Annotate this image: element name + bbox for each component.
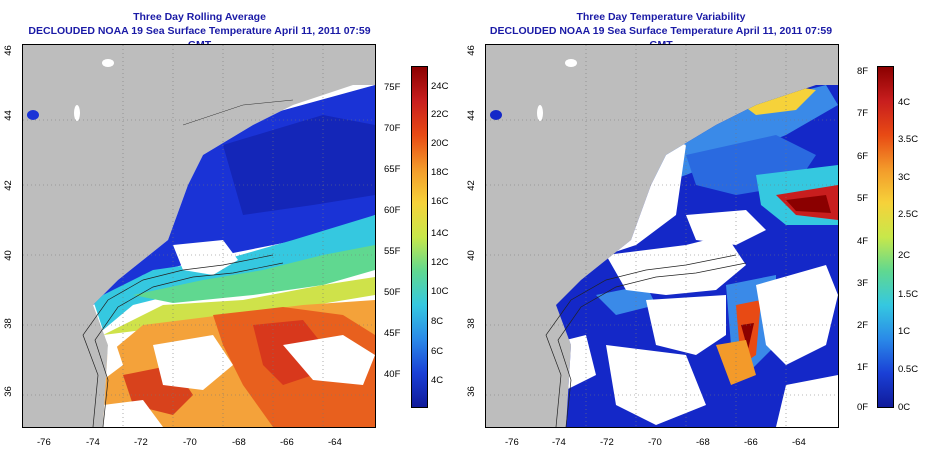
colorbar-c-label: 1C [898, 326, 911, 337]
left-lon-tick: -72 [134, 437, 148, 448]
colorbar-f-label: 6F [857, 151, 869, 162]
left-lon-tick: -70 [183, 437, 197, 448]
right-lat-tick: 38 [465, 318, 477, 329]
variability-colorbar [877, 66, 894, 408]
left-lat-tick: 44 [2, 110, 14, 121]
left-title-main: Three Day Rolling Average [133, 11, 266, 23]
colorbar-c-label: 1.5C [898, 289, 919, 300]
colorbar-f-label: 5F [857, 193, 869, 204]
right-title-main: Three Day Temperature Variability [576, 11, 746, 23]
colorbar-c-label: 20C [431, 138, 449, 149]
colorbar-c-label: 18C [431, 167, 449, 178]
right-lon-tick: -74 [552, 437, 566, 448]
colorbar-c-label: 14C [431, 228, 449, 239]
colorbar-c-label: 3.5C [898, 134, 919, 145]
colorbar-f-label: 2F [857, 320, 869, 331]
colorbar-f-label: 65F [384, 164, 401, 175]
colorbar-c-label: 2.5C [898, 209, 919, 220]
left-lon-tick: -68 [232, 437, 246, 448]
colorbar-f-label: 50F [384, 287, 401, 298]
sst-variability-map [485, 44, 839, 428]
colorbar-f-label: 0F [857, 402, 869, 413]
colorbar-c-label: 16C [431, 196, 449, 207]
colorbar-c-label: 0.5C [898, 364, 919, 375]
right-lat-tick: 46 [465, 45, 477, 56]
colorbar-c-label: 4C [431, 375, 444, 386]
left-lat-tick: 38 [2, 318, 14, 329]
right-lon-tick: -72 [600, 437, 614, 448]
colorbar-f-label: 7F [857, 108, 869, 119]
left-lon-tick: -74 [86, 437, 100, 448]
left-lat-tick: 40 [2, 250, 14, 261]
colorbar-c-label: 6C [431, 346, 444, 357]
left-lon-tick: -64 [328, 437, 342, 448]
colorbar-f-label: 1F [857, 362, 869, 373]
colorbar-c-label: 3C [898, 172, 911, 183]
colorbar-f-label: 3F [857, 278, 869, 289]
colorbar-f-label: 75F [384, 82, 401, 93]
colorbar-c-label: 12C [431, 257, 449, 268]
left-lon-tick: -76 [37, 437, 51, 448]
sst-colorbar [411, 66, 428, 408]
sst-variability-map-graphic [486, 45, 838, 427]
colorbar-f-label: 4F [857, 236, 869, 247]
right-lon-tick: -70 [648, 437, 662, 448]
colorbar-c-label: 8C [431, 316, 444, 327]
colorbar-f-label: 40F [384, 369, 401, 380]
left-lat-tick: 36 [2, 386, 14, 397]
sst-average-map [22, 44, 376, 428]
colorbar-c-label: 4C [898, 97, 911, 108]
right-lat-tick: 36 [465, 386, 477, 397]
left-lat-tick: 42 [2, 180, 14, 191]
right-lon-tick: -66 [744, 437, 758, 448]
colorbar-c-label: 0C [898, 402, 911, 413]
right-lat-tick: 42 [465, 180, 477, 191]
right-lat-tick: 40 [465, 250, 477, 261]
colorbar-f-label: 60F [384, 205, 401, 216]
colorbar-c-label: 2C [898, 250, 911, 261]
colorbar-c-label: 10C [431, 286, 449, 297]
right-lon-tick: -64 [792, 437, 806, 448]
right-lat-tick: 44 [465, 110, 477, 121]
sst-average-map-graphic [23, 45, 375, 427]
colorbar-c-label: 22C [431, 109, 449, 120]
colorbar-f-label: 55F [384, 246, 401, 257]
colorbar-f-label: 45F [384, 328, 401, 339]
right-lon-tick: -68 [696, 437, 710, 448]
colorbar-c-label: 24C [431, 81, 449, 92]
left-lon-tick: -66 [280, 437, 294, 448]
colorbar-f-label: 70F [384, 123, 401, 134]
right-lon-tick: -76 [505, 437, 519, 448]
left-lat-tick: 46 [2, 45, 14, 56]
colorbar-f-label: 8F [857, 66, 869, 77]
